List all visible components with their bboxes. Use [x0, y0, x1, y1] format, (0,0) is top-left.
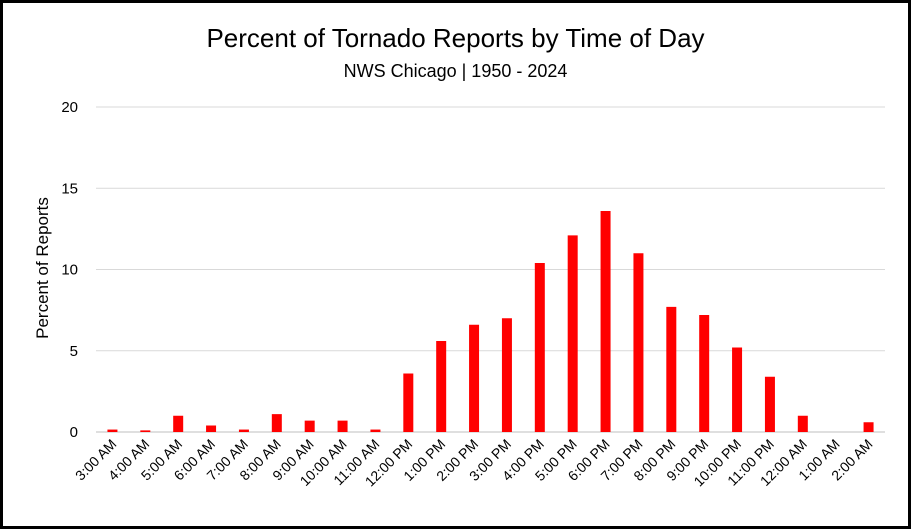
- bar: [436, 341, 447, 432]
- bars: [107, 211, 874, 432]
- bar: [534, 263, 545, 432]
- bar: [699, 315, 710, 432]
- bar: [370, 429, 381, 432]
- bar: [271, 414, 282, 432]
- bar: [732, 347, 743, 432]
- y-tick-label: 5: [70, 343, 78, 360]
- bar: [140, 430, 151, 432]
- bar: [337, 420, 348, 432]
- bar: [107, 429, 118, 432]
- bar: [764, 376, 775, 432]
- bar: [863, 422, 874, 432]
- y-tick-label: 15: [61, 180, 78, 197]
- gridlines: [96, 106, 885, 433]
- bar: [600, 211, 611, 432]
- chart-title: Percent of Tornado Reports by Time of Da…: [206, 23, 705, 53]
- y-tick-label: 0: [70, 424, 78, 441]
- bar: [501, 318, 512, 432]
- bar: [304, 420, 315, 432]
- y-tick-label: 10: [61, 262, 78, 279]
- chart-subtitle: NWS Chicago | 1950 - 2024: [343, 61, 568, 81]
- bar: [403, 373, 414, 432]
- x-axis-ticks: 3:00 AM4:00 AM5:00 AM6:00 AM7:00 AM8:00 …: [72, 436, 876, 490]
- y-tick-label: 20: [61, 99, 78, 116]
- y-axis-label: Percent of Reports: [33, 197, 52, 339]
- bar: [567, 235, 578, 432]
- bar: [238, 429, 249, 432]
- bar: [633, 253, 644, 432]
- bar: [173, 415, 184, 432]
- bar: [469, 324, 480, 432]
- bar: [797, 415, 808, 432]
- bar: [206, 425, 217, 432]
- bar: [666, 306, 677, 432]
- y-axis-ticks: 0 5 10 15 20: [61, 99, 78, 441]
